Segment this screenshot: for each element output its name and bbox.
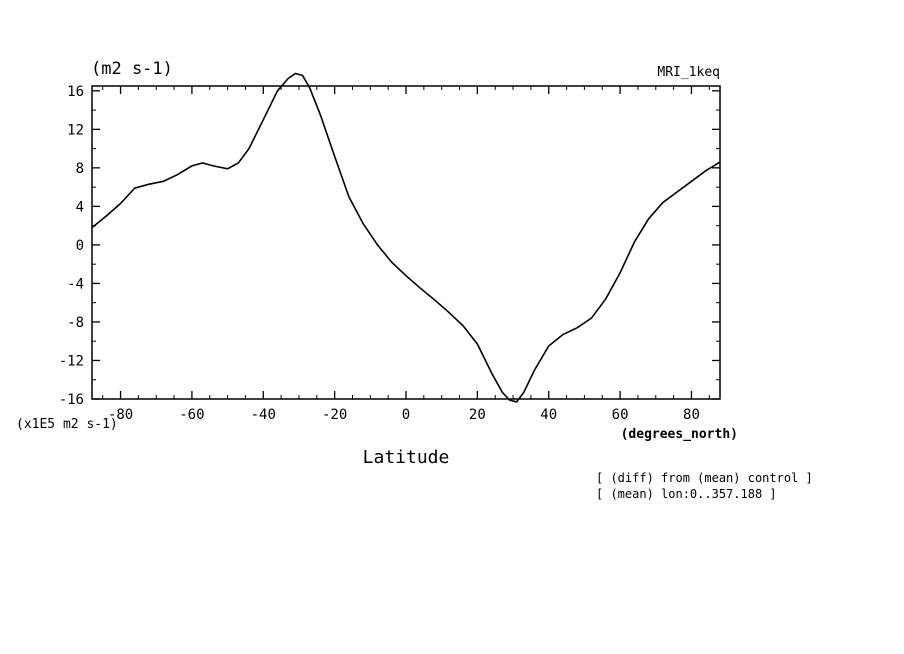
x-tick-label: 0 bbox=[402, 407, 410, 423]
y-tick-label: -8 bbox=[67, 315, 84, 331]
y-tick-label: 4 bbox=[76, 199, 84, 215]
y-tick-label: 16 bbox=[67, 84, 84, 100]
x-tick-label: 20 bbox=[469, 407, 486, 423]
x-axis-label: Latitude bbox=[363, 447, 450, 468]
x-units-label: (degrees_north) bbox=[621, 427, 738, 442]
y-tick-label: -16 bbox=[59, 392, 84, 408]
x-tick-label: -80 bbox=[108, 407, 133, 423]
annotation-mean: [ (mean) lon:0..357.188 ] bbox=[596, 487, 777, 501]
x-tick-label: -20 bbox=[322, 407, 347, 423]
annotation-diff: [ (diff) from (mean) control ] bbox=[596, 471, 813, 485]
x-tick-label: -60 bbox=[179, 407, 204, 423]
y-tick-label: 0 bbox=[76, 238, 84, 254]
y-scale-label: (x1E5 m2 s-1) bbox=[16, 417, 118, 432]
plot-frame bbox=[91, 85, 721, 400]
y-tick-label: -4 bbox=[67, 276, 84, 292]
y-tick-label: -12 bbox=[59, 353, 84, 369]
y-tick-label: 12 bbox=[67, 122, 84, 138]
series-line bbox=[91, 72, 721, 403]
x-tick-label: 60 bbox=[612, 407, 629, 423]
x-tick-label: 80 bbox=[683, 407, 700, 423]
y-tick-label: 8 bbox=[76, 161, 84, 177]
title-units: (m2 s-1) bbox=[91, 59, 173, 79]
x-tick-label: 40 bbox=[540, 407, 557, 423]
x-tick-label: -40 bbox=[251, 407, 276, 423]
model-label: MRI_1keq bbox=[657, 65, 720, 80]
